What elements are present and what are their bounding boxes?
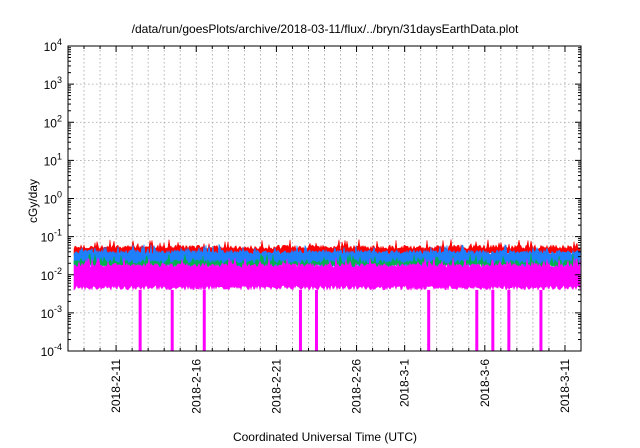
series-4-dropout [138,289,142,351]
chart-title: /data/run/goesPlots/archive/2018-03-11/f… [132,22,519,36]
y-tick-label: 10-2 [41,266,62,283]
series-4-dropout [314,289,318,351]
y-tick-label: 10-3 [41,304,62,321]
y-tick-label: 10-1 [41,228,62,245]
y-tick-label: 100 [44,190,62,207]
series-4-dropout [491,289,495,351]
ticks [68,45,581,352]
x-tick-label: 2018-3-1 [398,359,412,407]
series-4-dropout [298,289,302,351]
x-tick-label: 2018-2-16 [189,359,203,414]
y-tick-labels: 10-4 10-3 10-2 10-1 100 101 102 103 104 [41,37,62,359]
x-tick-labels: 2018-2-11 2018-2-16 2018-2-21 2018-2-26 2018… [109,359,572,414]
plot-series [73,239,581,351]
x-tick-label: 2018-2-26 [350,359,364,414]
grid [68,46,581,351]
series-4-band [73,257,581,291]
x-tick-label: 2018-3-11 [558,359,572,413]
y-tick-label: 102 [44,113,62,130]
x-tick-label: 2018-2-11 [109,359,123,413]
series-4-dropout [507,289,511,351]
y-axis-label: cGy/day [26,179,40,223]
y-tick-label: 101 [44,151,62,168]
y-tick-label: 104 [44,37,62,54]
x-axis-label: Coordinated Universal Time (UTC) [233,430,417,444]
series-4-dropout [539,289,543,351]
y-tick-label: 103 [44,75,62,92]
y-tick-label: 10-4 [41,342,62,359]
series-4-dropout [202,289,206,351]
series-4-dropout [170,289,174,351]
x-tick-label: 2018-3-6 [478,359,492,407]
series-4-dropout [427,289,431,351]
x-tick-label: 2018-2-21 [269,359,283,414]
series-4-dropout [475,289,479,351]
